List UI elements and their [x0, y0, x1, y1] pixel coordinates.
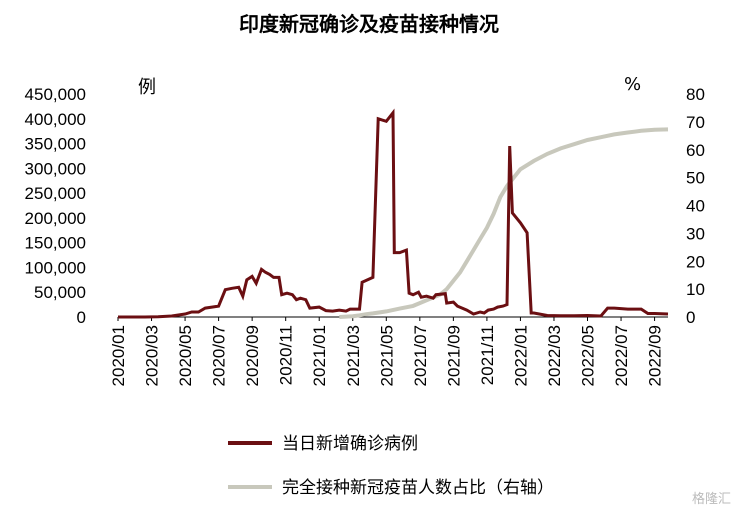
right-tick-label: 60 — [686, 141, 705, 160]
x-tick-label: 2022/05 — [579, 325, 598, 386]
right-tick-label: 40 — [686, 197, 705, 216]
left-tick-label: 100,000 — [25, 258, 86, 277]
left-axis-unit: 例 — [138, 77, 156, 98]
legend-label-vaccination: 完全接种新冠疫苗人数占比（右轴） — [282, 478, 554, 498]
right-tick-label: 20 — [686, 252, 705, 271]
series-layer — [118, 108, 669, 319]
right-tick-label: 30 — [686, 224, 705, 243]
left-tick-label: 450,000 — [25, 85, 86, 104]
x-tick-label: 2020/05 — [176, 325, 195, 386]
x-tick-label: 2020/07 — [210, 325, 229, 386]
left-tick-label: 300,000 — [25, 159, 86, 178]
right-tick-label: 50 — [686, 169, 705, 188]
left-axis-tick-labels: 0 50,000 100,000 150,000 200,000 250,000 300,0… — [25, 85, 86, 327]
x-tick-label: 2021/07 — [411, 325, 430, 386]
left-tick-label: 400,000 — [25, 110, 86, 129]
x-tick-label: 2021/11 — [478, 325, 497, 385]
left-tick-label: 200,000 — [25, 209, 86, 228]
x-tick-label: 2020/03 — [143, 325, 162, 386]
x-tick-label: 2021/09 — [444, 325, 463, 386]
right-tick-label: 10 — [686, 280, 705, 299]
right-axis-unit: % — [624, 74, 641, 95]
chart-title: 印度新冠确诊及疫苗接种情况 — [239, 12, 499, 36]
right-tick-label: 80 — [686, 85, 705, 104]
x-tick-label: 2022/07 — [612, 325, 631, 386]
x-axis-tick-labels: 2020/01 2020/03 2020/05 2020/07 2020/09 2020/… — [109, 317, 665, 386]
x-tick-label: 2022/09 — [646, 325, 665, 386]
left-tick-label: 0 — [77, 308, 86, 327]
right-tick-label: 0 — [686, 308, 695, 327]
daily-cases-line — [118, 108, 669, 319]
right-tick-label: 70 — [686, 113, 705, 132]
left-tick-label: 50,000 — [34, 283, 86, 302]
x-tick-label: 2021/03 — [344, 325, 363, 386]
x-tick-label: 2020/01 — [109, 325, 128, 386]
watermark-logo: 格隆汇 — [691, 492, 731, 507]
left-tick-label: 250,000 — [25, 184, 86, 203]
x-tick-label: 2022/01 — [511, 325, 530, 386]
legend-label-cases: 当日新增确诊病例 — [282, 434, 418, 454]
left-tick-label: 150,000 — [25, 234, 86, 253]
legend: 当日新增确诊病例 完全接种新冠疫苗人数占比（右轴） — [228, 434, 554, 498]
x-tick-label: 2021/01 — [310, 325, 329, 386]
vaccination-rate-line — [339, 127, 669, 319]
x-tick-label: 2021/05 — [377, 325, 396, 386]
right-axis-tick-labels: 0 10 20 30 40 50 60 70 80 — [686, 85, 705, 327]
x-tick-label: 2022/03 — [545, 325, 564, 386]
x-tick-label: 2020/11 — [277, 325, 296, 385]
left-tick-label: 350,000 — [25, 135, 86, 154]
x-tick-label: 2020/09 — [243, 325, 262, 386]
